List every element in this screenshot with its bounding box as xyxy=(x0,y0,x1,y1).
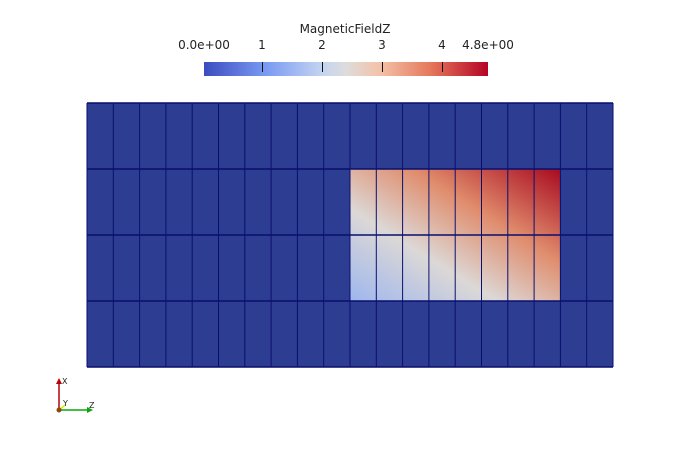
z-axis-label: Z xyxy=(89,401,95,410)
orientation-axes: X Z Y xyxy=(56,377,95,413)
x-axis-label: X xyxy=(62,377,68,386)
axes-origin xyxy=(56,407,62,413)
colorbar-label: 4 xyxy=(438,38,446,52)
y-axis-label: Y xyxy=(62,399,68,408)
x-axis-arrow xyxy=(56,378,62,384)
z-axis-arrow xyxy=(87,407,93,413)
colorbar-title: MagneticFieldZ xyxy=(299,22,391,36)
colorbar-tick xyxy=(382,62,383,72)
colorbar-label: 2 xyxy=(318,38,326,52)
colorbar-tick xyxy=(442,62,443,72)
colorbar-label: 1 xyxy=(258,38,266,52)
colorbar-gradient xyxy=(204,62,488,76)
colorbar-label-max: 4.8e+00 xyxy=(462,38,514,52)
colorbar-label: 3 xyxy=(378,38,386,52)
colorbar-label-min: 0.0e+00 xyxy=(178,38,230,52)
colorbar-tick xyxy=(262,62,263,72)
colorbar-tick xyxy=(322,62,323,72)
